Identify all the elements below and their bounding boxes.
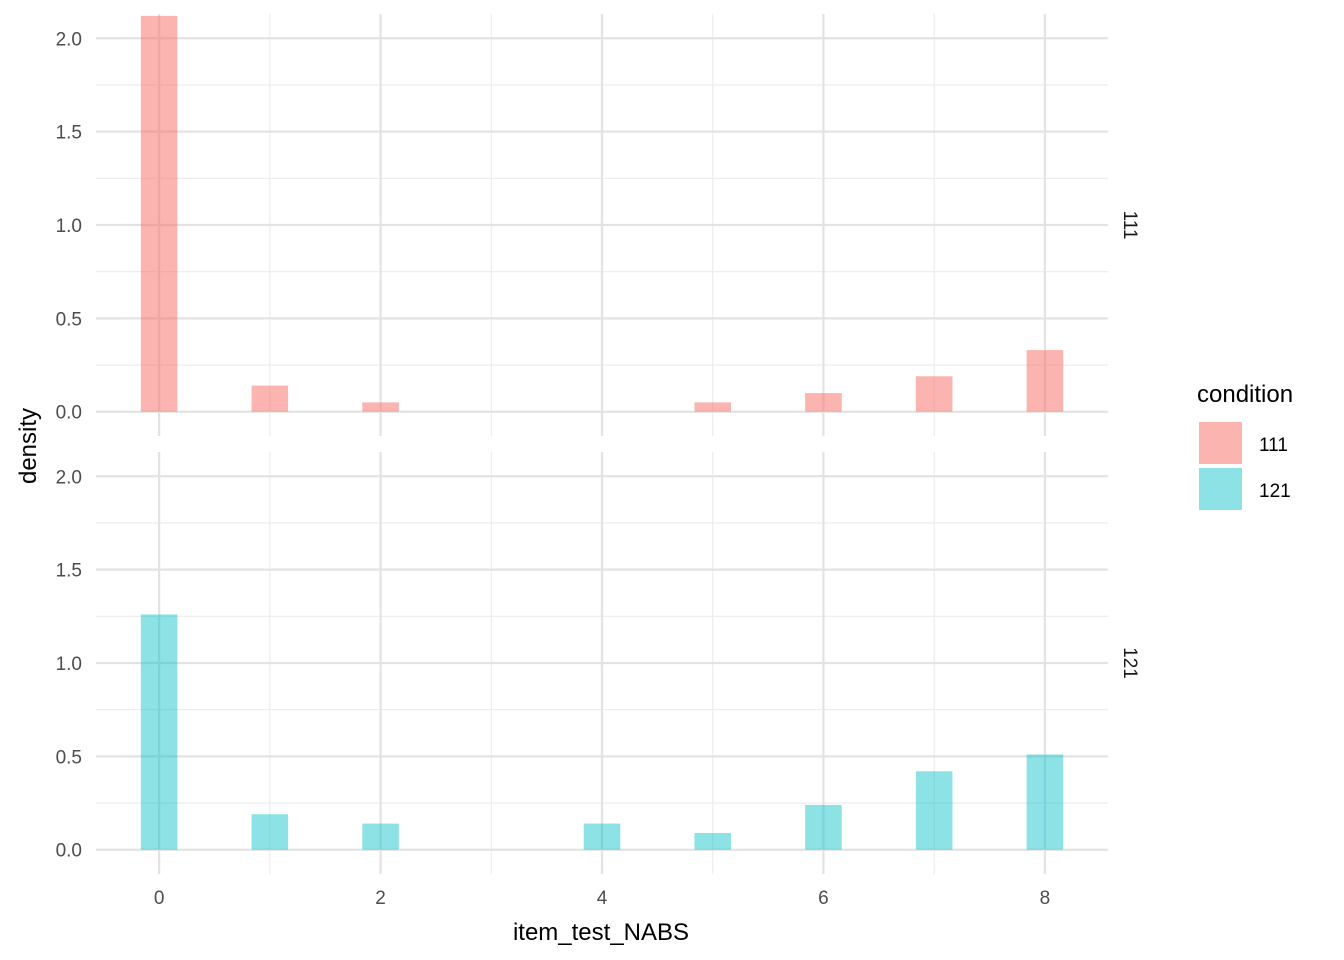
y-tick-label: 0.0 xyxy=(56,841,82,862)
bar-121-x0 xyxy=(140,614,178,850)
bar-121-x8 xyxy=(1026,754,1064,850)
facet-strip-label: 121 xyxy=(1119,647,1140,679)
bar-121-x2 xyxy=(362,823,399,850)
bar-121-x5 xyxy=(694,832,731,850)
bar-111-x1 xyxy=(251,385,289,412)
bar-111-x0 xyxy=(140,15,178,412)
facet-panel-121: 0.0 0.5 1.0 1.5 2.0 121 xyxy=(56,452,1140,874)
y-tick-label: 1.0 xyxy=(56,216,82,237)
legend-title: condition xyxy=(1197,381,1293,408)
bar-121-x4 xyxy=(583,823,621,850)
bar-111-x7 xyxy=(915,376,953,412)
legend-label-111: 111 xyxy=(1259,435,1288,456)
y-tick-label: 0.5 xyxy=(56,309,82,330)
x-tick-labels: 0 2 4 6 8 xyxy=(154,888,1050,909)
bar-121-x6 xyxy=(805,804,842,850)
legend-key-121 xyxy=(1199,468,1242,510)
x-tick-label: 4 xyxy=(597,888,608,909)
facet-panel-111: 0.0 0.5 1.0 1.5 2.0 111 xyxy=(56,14,1140,436)
y-tick-label: 0.0 xyxy=(56,403,82,424)
y-tick-label: 0.5 xyxy=(56,747,82,768)
legend-label-121: 121 xyxy=(1259,481,1291,502)
x-tick-label: 6 xyxy=(818,888,829,909)
x-tick-label: 2 xyxy=(375,888,386,909)
bar-111-x8 xyxy=(1026,350,1064,412)
y-tick-label: 1.5 xyxy=(56,123,82,144)
bar-111-x6 xyxy=(805,393,842,412)
bar-121-x1 xyxy=(251,814,289,850)
bar-121-x7 xyxy=(915,771,953,850)
y-tick-label: 2.0 xyxy=(56,467,82,488)
y-tick-label: 2.0 xyxy=(56,29,82,50)
x-tick-label: 8 xyxy=(1040,888,1051,909)
y-tick-label: 1.5 xyxy=(56,561,82,582)
facet-strip-label: 111 xyxy=(1119,211,1140,240)
facet-panels: 0.0 0.5 1.0 1.5 2.0 111 0.0 0.5 1.0 1.5 2.0 121 0 2 4 6… xyxy=(56,14,1140,909)
x-axis-title: item_test_NABS xyxy=(513,919,689,946)
bar-111-x2 xyxy=(362,402,399,412)
y-tick-label: 1.0 xyxy=(56,654,82,675)
x-tick-label: 0 xyxy=(154,888,165,909)
bar-111-x5 xyxy=(694,402,731,412)
y-axis-title: density xyxy=(15,408,42,484)
legend: condition 111 121 xyxy=(1197,381,1293,510)
legend-key-111 xyxy=(1199,422,1242,464)
